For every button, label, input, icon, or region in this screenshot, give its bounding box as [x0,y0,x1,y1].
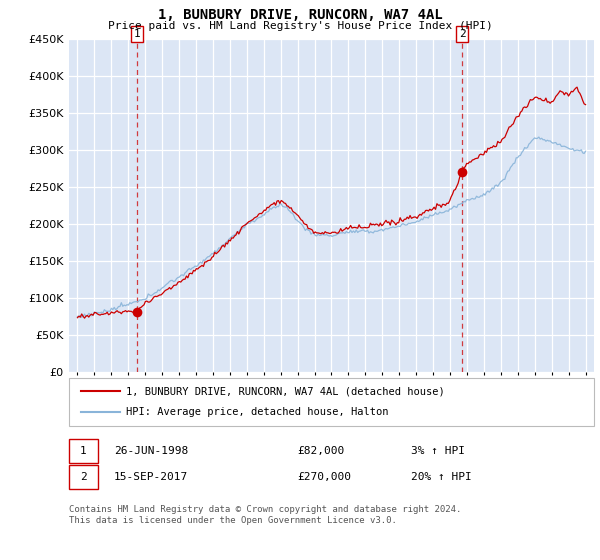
Text: 1, BUNBURY DRIVE, RUNCORN, WA7 4AL: 1, BUNBURY DRIVE, RUNCORN, WA7 4AL [158,8,442,22]
Text: 3% ↑ HPI: 3% ↑ HPI [411,446,465,456]
Text: HPI: Average price, detached house, Halton: HPI: Average price, detached house, Halt… [126,407,389,417]
Text: 1, BUNBURY DRIVE, RUNCORN, WA7 4AL (detached house): 1, BUNBURY DRIVE, RUNCORN, WA7 4AL (deta… [126,386,445,396]
Text: £82,000: £82,000 [297,446,344,456]
Text: 20% ↑ HPI: 20% ↑ HPI [411,472,472,482]
Text: 2: 2 [80,472,87,482]
Text: 15-SEP-2017: 15-SEP-2017 [114,472,188,482]
Text: £270,000: £270,000 [297,472,351,482]
Text: Price paid vs. HM Land Registry's House Price Index (HPI): Price paid vs. HM Land Registry's House … [107,21,493,31]
Text: 1: 1 [133,29,140,39]
Text: Contains HM Land Registry data © Crown copyright and database right 2024.
This d: Contains HM Land Registry data © Crown c… [69,505,461,525]
Text: 2: 2 [459,29,466,39]
Text: 1: 1 [80,446,87,456]
Text: 26-JUN-1998: 26-JUN-1998 [114,446,188,456]
